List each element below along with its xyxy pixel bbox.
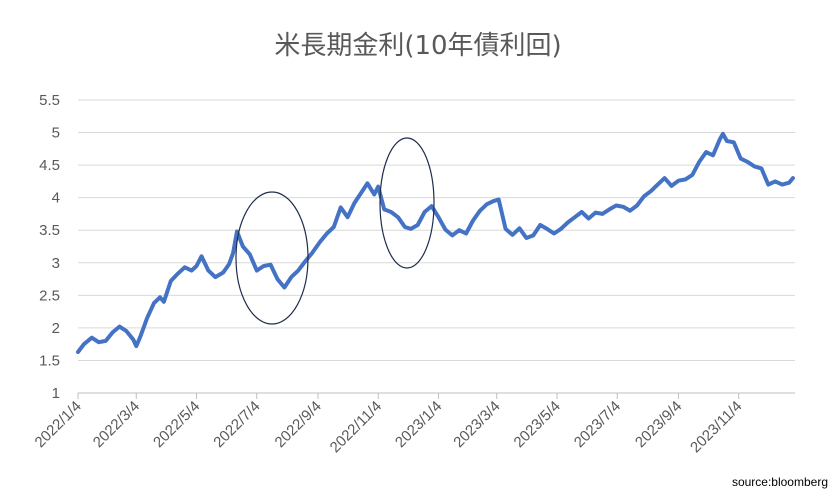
x-tick-label: 2023/9/4 [632, 398, 685, 451]
annotations [235, 137, 435, 325]
chart-title: 米長期金利(10年債利回) [274, 31, 561, 61]
annotation-ellipse-jul-2022 [235, 191, 309, 325]
series-line-10y-yield [76, 131, 795, 354]
y-tick-label: 4.5 [39, 157, 60, 174]
source-label: source:bloomberg [732, 475, 828, 489]
y-tick-label: 5.5 [39, 92, 60, 109]
x-tick-label: 2022/11/4 [327, 398, 385, 456]
y-tick-label: 2 [52, 320, 60, 337]
x-tick-label: 2023/1/4 [392, 398, 445, 451]
x-tick-label: 2023/7/4 [571, 398, 624, 451]
y-tick-label: 3 [52, 255, 60, 272]
y-tick-label: 1 [52, 385, 60, 402]
x-tick-label: 2023/11/4 [687, 398, 745, 456]
y-tick-label: 4 [52, 190, 60, 207]
y-tick-label: 3.5 [39, 222, 60, 239]
x-tick-labels: 2022/1/4 2022/3/4 2022/5/4 2022/7/4 2022/9/4… [32, 393, 746, 456]
x-tick-label: 2023/3/4 [450, 398, 503, 451]
x-tick-label: 2022/5/4 [150, 398, 203, 451]
y-tick-label: 1.5 [39, 352, 60, 369]
x-tick-label: 2022/3/4 [90, 398, 143, 451]
annotation-ellipse-nov-2022 [379, 137, 435, 269]
x-tick-label: 2022/7/4 [210, 398, 263, 451]
x-tick-label: 2022/1/4 [32, 398, 85, 451]
y-tick-label: 5 [52, 125, 60, 142]
gridlines [78, 99, 795, 394]
x-tick-label: 2022/9/4 [272, 398, 325, 451]
y-tick-label: 2.5 [39, 287, 60, 304]
y-tick-labels: 1 1.5 2 2.5 3 3.5 4 4.5 5 5.5 [39, 92, 60, 402]
x-tick-label: 2023/5/4 [511, 398, 564, 451]
